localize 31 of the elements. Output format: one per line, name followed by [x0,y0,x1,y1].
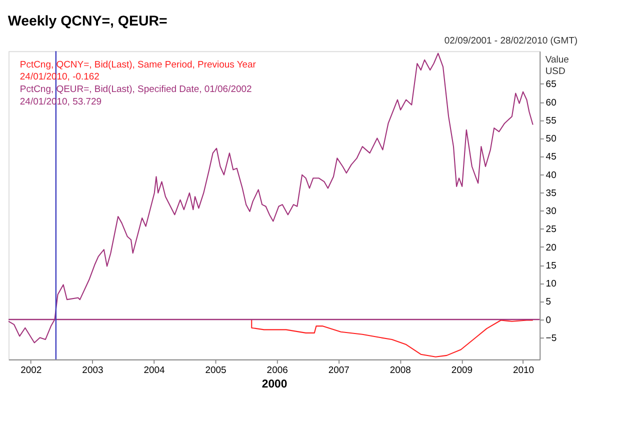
text: PctCng, QCNY=, Bid(Last), Same Period, Previous Year [20,59,256,70]
y-tick-label: 40 [546,170,556,181]
y-tick-label: 20 [546,242,556,254]
x-tick-label: 2005 [205,365,226,376]
x-tick-label: 2003 [82,365,104,376]
y-axis-title: Value USD [545,54,569,77]
x-tick-label: 2010 [512,365,534,376]
y-tick-label: 5 [546,296,552,308]
y-tick-label: 30 [546,206,556,218]
y-tick-label: 65 [546,79,556,90]
y-tick-label: 60 [546,97,556,108]
chart-title: Weekly QCNY=, QEUR= [8,14,168,30]
y-tick-label: 55 [546,115,556,126]
y-tick-label: 10 [546,278,556,290]
x-tick-label: 2009 [451,365,472,376]
y-tick-label: 50 [546,134,556,145]
line-series [251,318,534,358]
y-tick-label: 35 [546,188,556,199]
x-tick-label: 2007 [328,365,350,376]
x-tick-label: 2006 [266,365,288,376]
y-tick-label: −5 [546,332,557,344]
x-tick-label: 2004 [144,365,165,376]
x-tick-label: 2002 [20,365,42,376]
x-tick-label: 2008 [390,365,411,376]
text: 02/09/2001 - 28/02/2010 (GMT) [444,36,578,47]
text: PctCng, QEUR=, Bid(Last), Specified Date, 01/06/2002 [20,84,252,95]
x-axis-title: 2000 [262,378,288,390]
y-tick-label: 15 [546,260,556,272]
y-tick-label: 45 [546,152,556,163]
y-tick-label: 0 [546,314,552,326]
y-tick-label: 25 [546,224,556,236]
